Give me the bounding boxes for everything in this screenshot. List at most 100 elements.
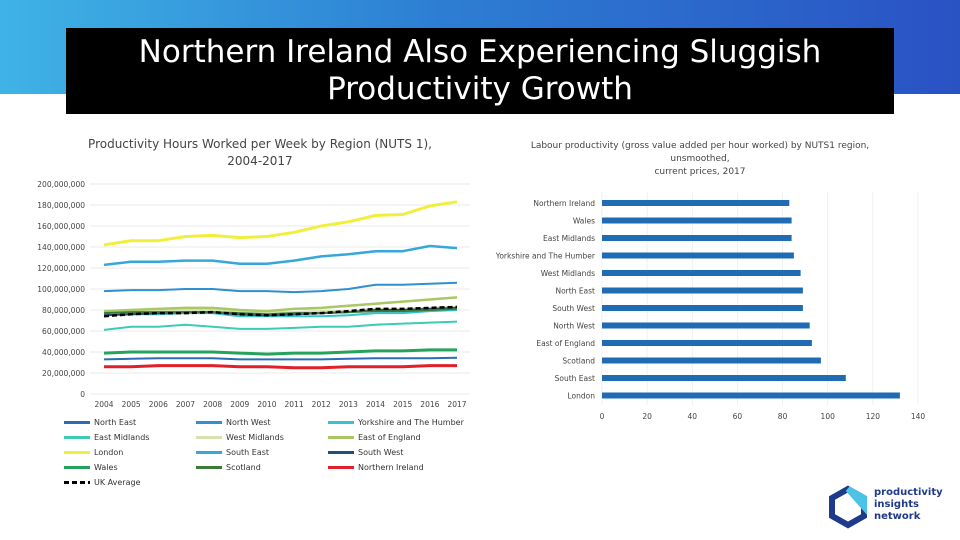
legend-label: West Midlands — [226, 433, 284, 442]
line-chart-x-tick-label: 2007 — [176, 400, 195, 409]
bar-chart-title-line1: Labour productivity (gross value added p… — [530, 141, 870, 164]
legend-swatch — [328, 466, 354, 469]
bar-label-west-midlands: West Midlands — [541, 269, 595, 278]
logo-text: productivity insights network — [874, 487, 943, 523]
legend-label: Yorkshire and The Humber — [358, 418, 464, 427]
bar-label-east-midlands: East Midlands — [543, 234, 595, 243]
line-chart-x-tick-label: 2012 — [312, 400, 331, 409]
bar-chart-title-line2: current prices, 2017 — [654, 167, 746, 177]
bar-west-midlands — [602, 270, 801, 276]
bar-chart-x-tick-label: 20 — [642, 412, 652, 421]
legend-label: Northern Ireland — [358, 463, 424, 472]
legend-swatch — [196, 421, 222, 424]
bar-wales — [602, 217, 792, 224]
line-chart-x-tick-label: 2017 — [447, 400, 466, 409]
line-chart-y-tick-label: 80,000,000 — [42, 306, 85, 315]
line-chart-y-tick-label: 40,000,000 — [42, 348, 85, 357]
bar-chart-title: Labour productivity (gross value added p… — [500, 140, 900, 179]
line-chart-y-tick-label: 140,000,000 — [37, 243, 85, 252]
legend-label: North West — [226, 418, 271, 427]
line-chart-title-line2: 2004-2017 — [227, 154, 293, 168]
bar-label-north-east: North East — [555, 287, 595, 296]
line-chart-y-tick-label: 60,000,000 — [42, 327, 85, 336]
bar-label-wales: Wales — [573, 217, 595, 226]
line-chart-x-tick-label: 2013 — [339, 400, 358, 409]
bar-south-west — [602, 305, 803, 311]
bar-label-east-of-england: East of England — [536, 339, 595, 348]
bar-chart-x-tick-label: 40 — [688, 412, 698, 421]
line-series-north-west — [103, 281, 458, 294]
bar-chart-x-tick-label: 100 — [821, 412, 836, 421]
slide-title-line2: Productivity Growth — [327, 71, 633, 107]
line-chart-title-line1: Productivity Hours Worked per Week by Re… — [88, 137, 432, 151]
bar-chart-x-tick-label: 140 — [911, 412, 926, 421]
bar-label-scotland: Scotland — [562, 357, 595, 366]
legend-label: Wales — [94, 463, 118, 472]
legend-swatch — [64, 436, 90, 439]
line-series-northern-ireland — [104, 364, 457, 370]
legend-item-scotland: Scotland — [196, 463, 261, 472]
legend-item-east-of-england: East of England — [328, 433, 421, 442]
line-chart-x-tick-label: 2008 — [203, 400, 222, 409]
legend-swatch — [64, 451, 90, 454]
productivity-insights-network-logo: productivity insights network — [826, 485, 946, 529]
line-chart-y-tick-label: 200,000,000 — [37, 180, 85, 189]
line-series-west-midlands — [103, 305, 458, 314]
line-series-east-of-england — [103, 296, 458, 313]
logo-text-line1: productivity — [874, 487, 943, 498]
line-chart-x-tick-label: 2009 — [230, 400, 249, 409]
bar-yorkshire-and-the-humber — [602, 252, 794, 259]
line-chart-y-tick-label: 100,000,000 — [37, 285, 85, 294]
legend-swatch — [64, 466, 90, 469]
line-chart-y-tick-label: 20,000,000 — [42, 369, 85, 378]
legend-item-north-east: North East — [64, 418, 136, 427]
slide-title: Northern Ireland Also Experiencing Slugg… — [66, 28, 894, 114]
line-series-east-midlands — [103, 320, 458, 331]
bar-scotland — [602, 357, 821, 364]
line-chart-x-tick-label: 2011 — [285, 400, 304, 409]
line-chart-x-tick-label: 2006 — [149, 400, 168, 409]
legend-label: UK Average — [94, 478, 141, 487]
slide-title-line1: Northern Ireland Also Experiencing Slugg… — [138, 34, 822, 70]
legend-item-uk-average: UK Average — [64, 478, 141, 487]
legend-label: North East — [94, 418, 137, 427]
bar-north-east — [602, 287, 803, 294]
legend-swatch — [196, 436, 222, 439]
bar-label-london: London — [568, 392, 596, 401]
legend-label: London — [94, 448, 124, 457]
legend-item-wales: Wales — [64, 463, 118, 472]
bar-north-west — [602, 322, 810, 329]
legend-swatch — [64, 421, 90, 424]
line-chart-x-tick-label: 2010 — [257, 400, 276, 409]
legend-swatch — [328, 421, 354, 424]
legend-item-north-west: North West — [196, 418, 271, 427]
legend-swatch — [328, 451, 354, 454]
legend-item-south-east: South East — [196, 448, 269, 457]
bar-label-northern-ireland: Northern Ireland — [533, 199, 595, 208]
legend-item-east-midlands: East Midlands — [64, 433, 149, 442]
bar-label-yorkshire-and-the-humber: Yorkshire and The Humber — [495, 252, 596, 261]
bar-east-of-england — [602, 340, 812, 346]
bar-east-midlands — [602, 235, 792, 241]
line-chart-x-tick-label: 2015 — [393, 400, 412, 409]
legend-item-south-west: South West — [328, 448, 403, 457]
line-chart-y-tick-label: 160,000,000 — [37, 222, 85, 231]
legend-swatch — [196, 451, 222, 454]
bar-south-east — [602, 375, 846, 381]
line-chart-y-tick-label: 120,000,000 — [37, 264, 85, 273]
legend-item-london: London — [64, 448, 123, 457]
legend-label: East Midlands — [94, 433, 150, 442]
bar-chart-x-tick-label: 120 — [866, 412, 881, 421]
bar-northern-ireland — [602, 200, 790, 206]
line-chart-x-tick-label: 2014 — [366, 400, 385, 409]
legend-item-yorkshire-and-the-humber: Yorkshire and The Humber — [328, 418, 464, 427]
line-chart-y-tick-label: 0 — [80, 390, 85, 399]
line-chart-title: Productivity Hours Worked per Week by Re… — [80, 136, 440, 170]
bar-label-south-east: South East — [555, 374, 595, 383]
line-series-london — [103, 200, 458, 247]
legend-item-northern-ireland: Northern Ireland — [328, 463, 424, 472]
line-chart-y-tick-label: 180,000,000 — [37, 201, 85, 210]
line-chart-x-tick-label: 2004 — [94, 400, 113, 409]
